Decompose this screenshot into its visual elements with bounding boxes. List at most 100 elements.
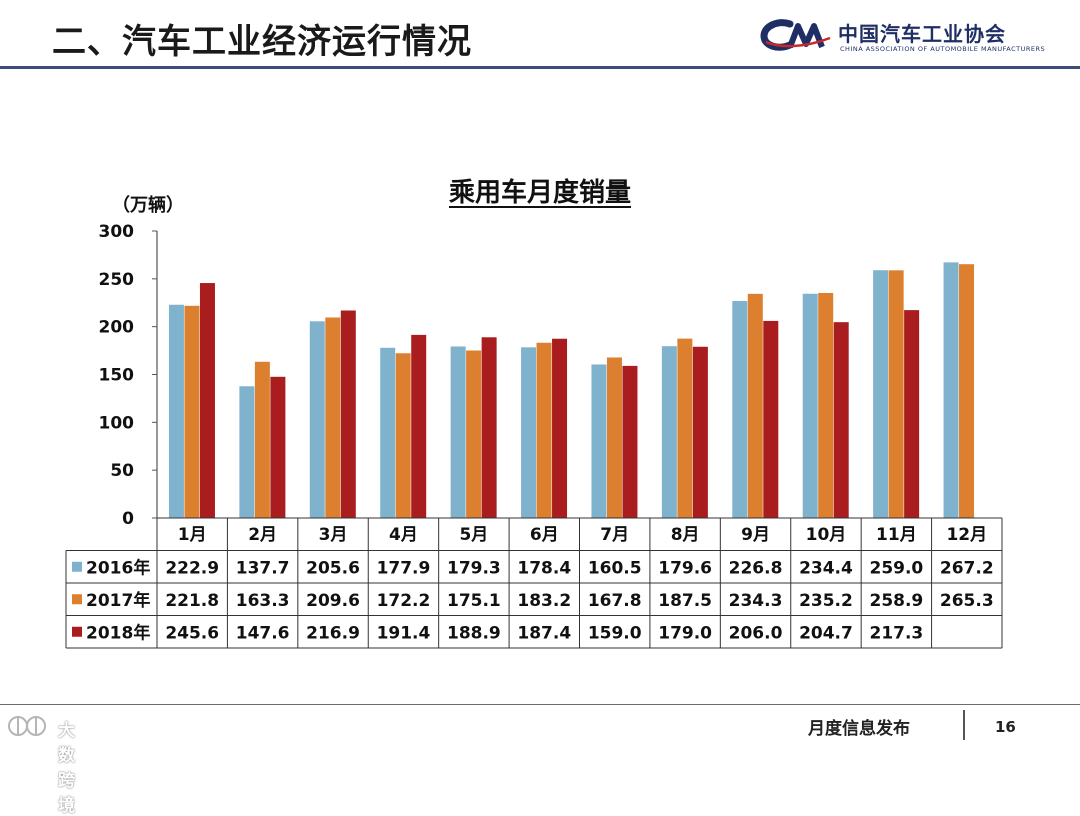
bar-2018年-2月 <box>270 376 286 518</box>
x-category-label: 8月 <box>671 525 700 545</box>
data-value-label: 172.2 <box>377 591 431 611</box>
data-value-label: 206.0 <box>729 624 783 644</box>
bar-2017年-6月 <box>536 342 552 518</box>
data-value-label: 179.0 <box>658 624 712 644</box>
y-tick-label: 200 <box>99 318 135 338</box>
bar-2016年-5月 <box>450 346 466 518</box>
bar-2017年-1月 <box>184 305 200 518</box>
watermark: 大数跨境 <box>6 712 75 816</box>
bar-2017年-4月 <box>395 353 411 518</box>
x-category-label: 6月 <box>530 525 559 545</box>
data-value-label: 163.3 <box>236 591 290 611</box>
y-tick-label: 100 <box>99 413 135 433</box>
bar-2016年-4月 <box>380 347 396 518</box>
watermark-text: 大数跨境 <box>58 721 75 816</box>
bar-2018年-1月 <box>199 283 215 518</box>
data-value-label: 258.9 <box>869 591 923 611</box>
x-category-label: 7月 <box>600 525 629 545</box>
data-value-label: 265.3 <box>940 591 994 611</box>
data-value-label: 267.2 <box>940 559 994 579</box>
footer-divider <box>963 710 965 740</box>
legend-swatch-2017年 <box>72 594 82 605</box>
data-value-label: 188.9 <box>447 624 501 644</box>
x-category-label: 5月 <box>459 525 488 545</box>
data-value-label: 183.2 <box>517 591 571 611</box>
bar-2017年-8月 <box>677 338 693 518</box>
caam-logo-icon <box>760 19 831 51</box>
data-value-label: 217.3 <box>869 624 923 644</box>
data-value-label: 234.3 <box>729 591 783 611</box>
y-tick-label: 0 <box>122 509 134 529</box>
data-value-label: 160.5 <box>588 559 642 579</box>
page-number: 16 <box>995 718 1016 736</box>
bar-2018年-10月 <box>833 322 849 518</box>
data-value-label: 222.9 <box>165 559 219 579</box>
x-category-label: 12月 <box>946 525 987 545</box>
bar-2018年-5月 <box>481 337 497 518</box>
y-tick-label: 250 <box>99 270 135 290</box>
y-tick-label: 50 <box>110 461 134 481</box>
bar-2016年-12月 <box>943 262 959 518</box>
bar-chart: 0 50 100 150 200 250 300 1月 2月 3月 4月 5月 6月 7月 8月 9月 10月 1… <box>65 222 1003 649</box>
bar-2017年-10月 <box>818 292 834 518</box>
legend-label-2017年: 2017年 <box>86 590 150 611</box>
y-tick-label: 300 <box>99 222 135 242</box>
chart-title: 乘用车月度销量 <box>448 178 631 208</box>
bar-2016年-11月 <box>873 270 889 518</box>
legend-swatch-2016年 <box>72 561 82 572</box>
data-value-label: 187.5 <box>658 591 712 611</box>
bar-2016年-9月 <box>732 301 748 518</box>
data-value-label: 221.8 <box>165 591 219 611</box>
data-value-label: 137.7 <box>236 559 290 579</box>
bar-2018年-3月 <box>340 310 356 518</box>
data-value-label: 205.6 <box>306 559 360 579</box>
bar-2017年-12月 <box>959 264 975 518</box>
data-value-label: 177.9 <box>377 559 431 579</box>
data-value-label: 179.3 <box>447 559 501 579</box>
bar-2016年-6月 <box>521 347 537 518</box>
bar-2017年-2月 <box>254 361 270 518</box>
x-category-label: 2月 <box>248 525 277 545</box>
bar-2016年-2月 <box>239 386 255 518</box>
bar-2017年-7月 <box>606 357 622 518</box>
bar-2018年-7月 <box>622 365 638 518</box>
data-value-label: 147.6 <box>236 624 290 644</box>
data-value-label: 226.8 <box>729 559 783 579</box>
logo: 中国汽车工业协会 CHINA ASSOCIATION OF AUTOMOBILE… <box>760 14 1060 58</box>
bar-2018年-11月 <box>904 310 920 518</box>
bar-2016年-3月 <box>309 321 325 518</box>
data-value-label: 235.2 <box>799 591 853 611</box>
x-category-label: 9月 <box>741 525 770 545</box>
bar-2016年-8月 <box>661 346 677 518</box>
data-value-label: 234.4 <box>799 559 853 579</box>
x-category-label: 1月 <box>178 525 207 545</box>
header-rule <box>0 66 1080 69</box>
x-category-label: 4月 <box>389 525 418 545</box>
data-value-label: 178.4 <box>517 559 571 579</box>
data-value-label: 209.6 <box>306 591 360 611</box>
data-value-label: 204.7 <box>799 624 853 644</box>
bar-2017年-9月 <box>747 293 763 518</box>
data-value-label: 216.9 <box>306 624 360 644</box>
logo-chinese-name: 中国汽车工业协会 <box>838 22 1006 46</box>
bar-2017年-11月 <box>888 270 904 518</box>
data-value-label: 167.8 <box>588 591 642 611</box>
watermark-logo-icon <box>8 716 46 736</box>
bar-2016年-1月 <box>168 304 184 518</box>
data-value-label: 159.0 <box>588 624 642 644</box>
bar-2018年-4月 <box>411 334 427 518</box>
legend-label-2016年: 2016年 <box>86 558 150 579</box>
legend-label-2018年: 2018年 <box>86 623 150 644</box>
bar-2018年-6月 <box>552 338 568 518</box>
x-category-label: 10月 <box>806 525 847 545</box>
slide-title: 二、汽车工业经济运行情况 <box>52 22 472 62</box>
data-value-label: 245.6 <box>165 624 219 644</box>
data-value-label: 191.4 <box>377 624 431 644</box>
data-value-label: 175.1 <box>447 591 501 611</box>
logo-english-name: CHINA ASSOCIATION OF AUTOMOBILE MANUFACT… <box>840 45 1046 53</box>
data-value-label: 259.0 <box>869 559 923 579</box>
y-axis-unit-label: （万辆） <box>112 195 184 216</box>
footer-label: 月度信息发布 <box>808 719 910 739</box>
data-value-label: 187.4 <box>517 624 571 644</box>
x-category-label: 3月 <box>319 525 348 545</box>
